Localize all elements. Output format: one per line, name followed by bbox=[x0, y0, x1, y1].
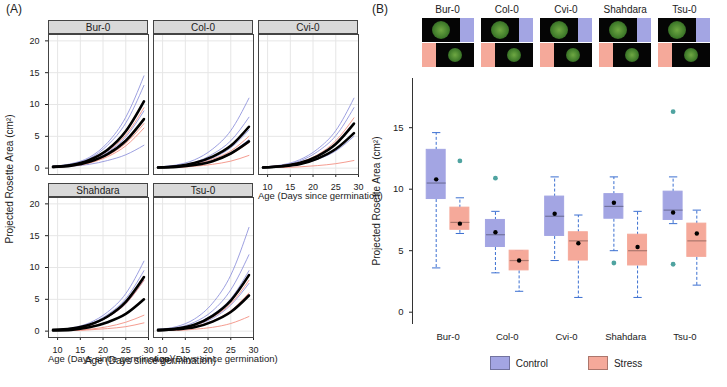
html-text:Age (Days since germination): Age (Days since germination) bbox=[258, 190, 383, 201]
svg-text:25: 25 bbox=[225, 344, 236, 355]
html-text:Tsu-0: Tsu-0 bbox=[190, 185, 216, 196]
svg-text:15: 15 bbox=[29, 68, 39, 78]
svg-text:0: 0 bbox=[398, 306, 403, 317]
svg-text:15: 15 bbox=[285, 181, 296, 192]
html-text:Projected Rosette Area (cm²): Projected Rosette Area (cm²) bbox=[371, 136, 382, 266]
svg-text:30: 30 bbox=[353, 181, 364, 192]
html-text:(B): (B) bbox=[372, 2, 388, 16]
html-text:Projected Rosette Area (cm²): Projected Rosette Area (cm²) bbox=[4, 114, 15, 243]
html-text:Bur-0: Bur-0 bbox=[85, 22, 111, 33]
svg-text:15: 15 bbox=[75, 344, 86, 355]
svg-text:5: 5 bbox=[34, 294, 39, 304]
html-text:Cvi-0: Cvi-0 bbox=[296, 22, 320, 33]
html-text:Col-0: Col-0 bbox=[494, 4, 519, 15]
svg-text:0: 0 bbox=[34, 326, 39, 336]
svg-text:10: 10 bbox=[393, 183, 404, 194]
html-text:Age (Days since germination): Age (Days since germination) bbox=[153, 353, 278, 364]
svg-text:20: 20 bbox=[29, 36, 39, 46]
svg-text:10: 10 bbox=[262, 181, 273, 192]
svg-text:20: 20 bbox=[203, 344, 214, 355]
svg-text:5: 5 bbox=[34, 131, 39, 141]
svg-text:Bur-0: Bur-0 bbox=[436, 331, 459, 342]
html-text:Stress: Stress bbox=[614, 357, 643, 369]
svg-text:Tsu-0: Tsu-0 bbox=[673, 331, 696, 342]
svg-text:15: 15 bbox=[29, 231, 39, 241]
html-text:Tsu-0: Tsu-0 bbox=[672, 4, 697, 15]
svg-text:15: 15 bbox=[180, 344, 191, 355]
svg-text:20: 20 bbox=[308, 181, 319, 192]
html-text:Col-0: Col-0 bbox=[191, 22, 215, 33]
svg-text:10: 10 bbox=[29, 262, 39, 272]
svg-text:20: 20 bbox=[29, 199, 39, 209]
svg-text:10: 10 bbox=[157, 344, 168, 355]
svg-text:Cvi-0: Cvi-0 bbox=[555, 331, 577, 342]
svg-text:15: 15 bbox=[393, 122, 404, 133]
html-text:Control: Control bbox=[515, 357, 548, 369]
html-text:Shahdara: Shahdara bbox=[76, 185, 120, 196]
svg-text:25: 25 bbox=[330, 181, 341, 192]
svg-text:30: 30 bbox=[248, 344, 259, 355]
html-text:Cvi-0: Cvi-0 bbox=[554, 4, 578, 15]
svg-text:5: 5 bbox=[398, 245, 403, 256]
svg-text:20: 20 bbox=[98, 344, 109, 355]
svg-text:Col-0: Col-0 bbox=[496, 331, 519, 342]
html-text:(A): (A) bbox=[6, 2, 22, 16]
html-text:Age (Days since germination): Age (Days since germination) bbox=[48, 353, 173, 364]
svg-text:30: 30 bbox=[143, 344, 154, 355]
svg-text:Shahdara: Shahdara bbox=[605, 331, 647, 342]
svg-text:10: 10 bbox=[52, 344, 63, 355]
svg-text:25: 25 bbox=[120, 344, 131, 355]
html-text:Shahdara: Shahdara bbox=[603, 4, 647, 15]
svg-text:10: 10 bbox=[29, 99, 39, 109]
svg-text:0: 0 bbox=[34, 163, 39, 173]
html-text:Bur-0: Bur-0 bbox=[435, 4, 460, 15]
